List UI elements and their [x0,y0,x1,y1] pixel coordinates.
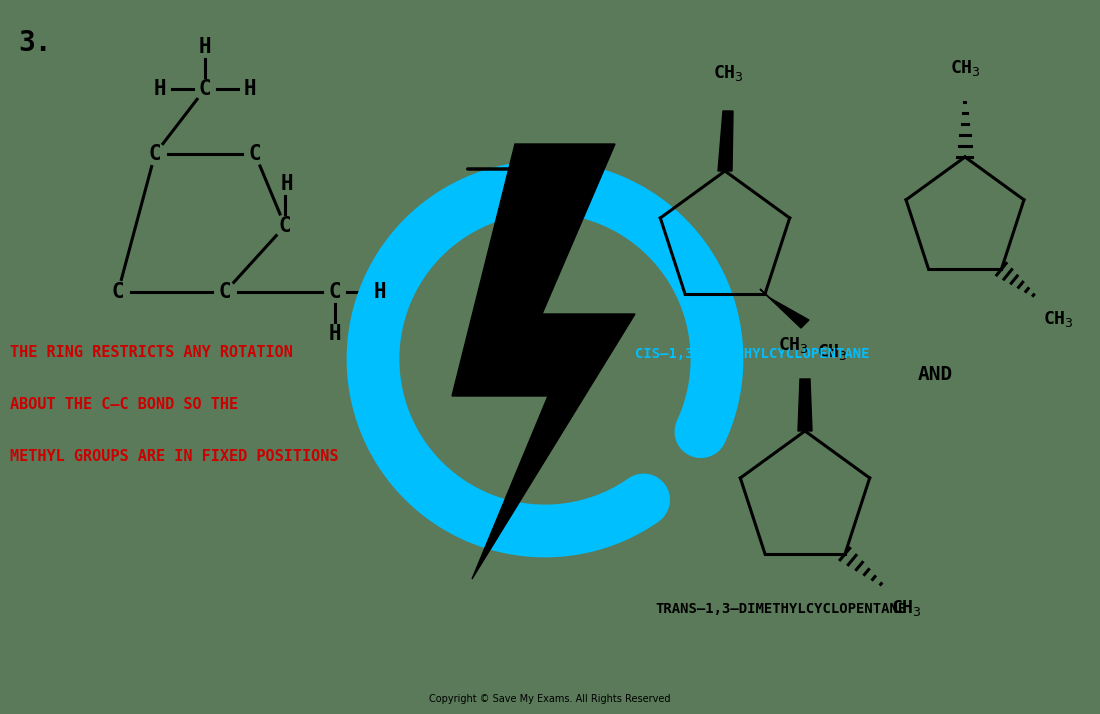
Polygon shape [718,111,733,171]
Text: C: C [219,282,231,302]
Text: CH$_3$: CH$_3$ [817,342,848,362]
Text: C: C [249,144,262,164]
Text: 3.: 3. [18,29,52,57]
Text: CH$_3$: CH$_3$ [778,335,808,355]
Text: C: C [329,282,341,302]
Text: C: C [112,282,124,302]
Polygon shape [692,421,711,452]
Text: THE RING RESTRICTS ANY ROTATION: THE RING RESTRICTS ANY ROTATION [10,344,293,360]
Text: CIS–1,3–DIMETHYLCYCLOPENTANE: CIS–1,3–DIMETHYLCYCLOPENTANE [635,347,869,361]
Text: H: H [374,282,386,302]
Text: CH$_3$: CH$_3$ [713,63,744,83]
Polygon shape [760,289,808,328]
Polygon shape [452,144,635,579]
Text: C: C [199,79,211,99]
Text: C: C [278,216,292,236]
Text: TRANS–1,3–DIMETHYLCYCLOPENTANE: TRANS–1,3–DIMETHYLCYCLOPENTANE [654,602,906,616]
Polygon shape [798,379,812,431]
Text: AND: AND [917,365,953,383]
Text: C: C [148,144,162,164]
Text: H: H [329,324,341,344]
Text: CH$_3$: CH$_3$ [1044,309,1075,329]
Text: METHYL GROUPS ARE IN FIXED POSITIONS: METHYL GROUPS ARE IN FIXED POSITIONS [10,448,339,463]
Text: CH$_3$: CH$_3$ [949,58,980,78]
Text: H: H [154,79,166,99]
Text: ABOUT THE C–C BOND SO THE: ABOUT THE C–C BOND SO THE [10,396,238,411]
Text: H: H [199,37,211,57]
Text: H: H [280,174,294,194]
Text: Copyright © Save My Exams. All Rights Reserved: Copyright © Save My Exams. All Rights Re… [429,694,671,704]
Text: H: H [244,79,256,99]
Text: CH$_3$: CH$_3$ [891,598,922,618]
